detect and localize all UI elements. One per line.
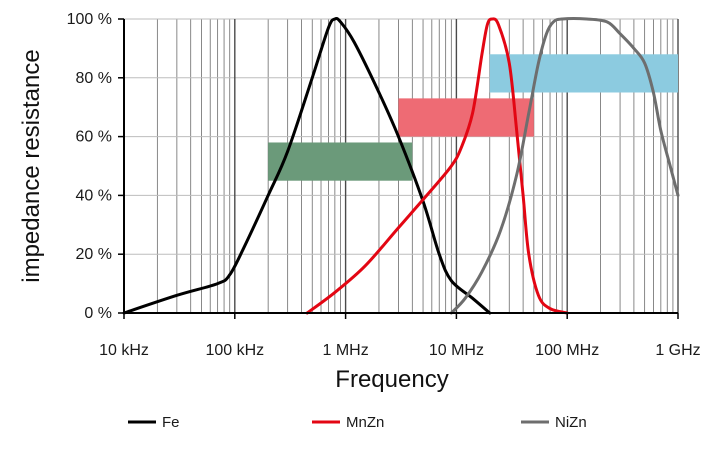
x-tick-label: 100 MHz: [535, 342, 599, 359]
y-tick-label: 60 %: [76, 129, 112, 146]
band-3: [489, 54, 678, 93]
y-tick-label: 100 %: [67, 11, 112, 28]
y-axis-title: impedance resistance: [18, 49, 45, 282]
legend-label: MnZn: [346, 414, 384, 431]
band-1: [268, 142, 413, 181]
y-tick-label: 0 %: [84, 305, 112, 322]
y-tick-label: 20 %: [76, 246, 112, 263]
series-line-nizn: [449, 17, 680, 315]
legend-label: NiZn: [555, 414, 587, 431]
x-tick-labels: 10 kHz 100 kHz 1 MHz 10 MHz 100 MHz 1 GHz: [99, 342, 701, 359]
y-tick-label: 40 %: [76, 187, 112, 204]
series: [122, 16, 680, 315]
x-tick-label: 1 GHz: [655, 342, 700, 359]
axes: [118, 18, 679, 319]
y-tick-labels: 0 % 20 % 40 % 60 % 80 % 100 %: [67, 11, 112, 322]
band-2: [398, 98, 534, 137]
bands: [268, 54, 678, 181]
series-line-fe: [122, 16, 492, 315]
x-tick-label: 1 MHz: [322, 342, 368, 359]
legend-item-mnzn: MnZn: [312, 414, 384, 431]
y-tick-label: 80 %: [76, 70, 112, 87]
x-axis-title: Frequency: [335, 366, 448, 393]
x-tick-label: 10 kHz: [99, 342, 149, 359]
x-tick-label: 100 kHz: [205, 342, 264, 359]
legend-label: Fe: [162, 414, 180, 431]
x-tick-label: 10 MHz: [429, 342, 484, 359]
legend-item-fe: Fe: [128, 414, 180, 431]
series-line-mnzn: [305, 17, 569, 315]
legend: Fe MnZn NiZn: [128, 414, 587, 431]
legend-item-nizn: NiZn: [521, 414, 587, 431]
